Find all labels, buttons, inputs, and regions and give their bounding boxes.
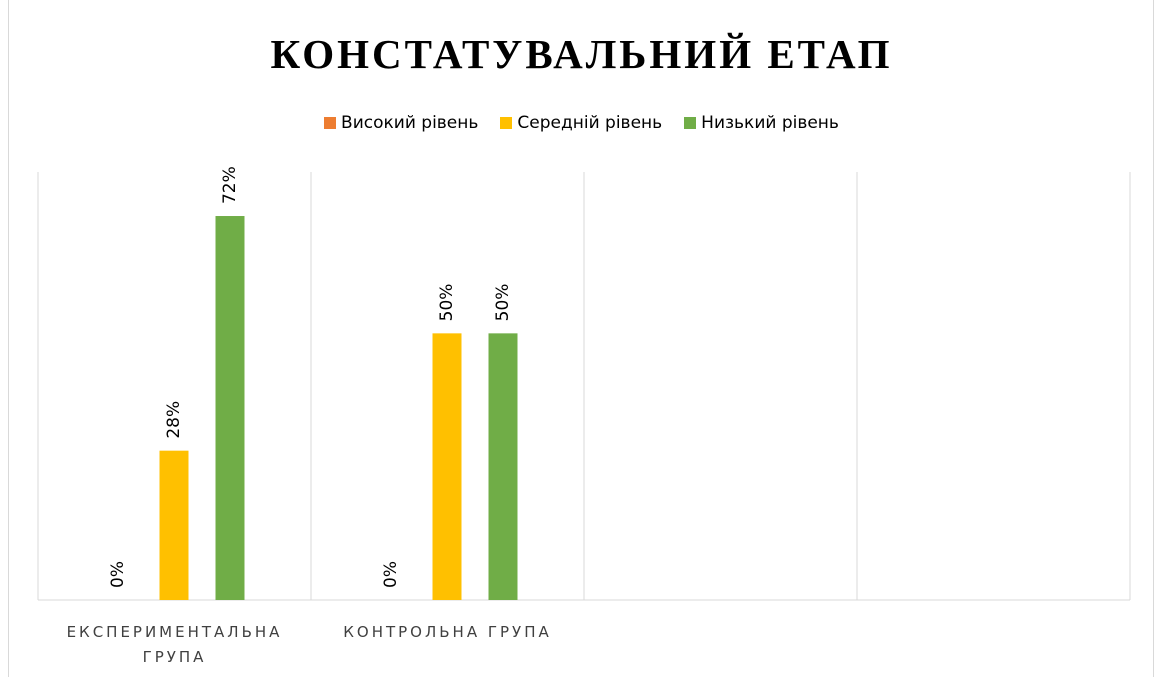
legend-swatch: [684, 117, 697, 129]
bar: [215, 216, 245, 601]
x-tick-label: ЕКСПЕРИМЕНТАЛЬНА ГРУПА: [66, 623, 283, 666]
legend-label: Високий рівень: [341, 113, 479, 133]
chart-title: КОНСТАТУВАЛЬНИЙ ЕТАП: [270, 31, 893, 77]
data-label: 50%: [437, 284, 457, 322]
data-label: 0%: [381, 561, 401, 588]
data-label: 28%: [164, 401, 184, 439]
data-label: 50%: [493, 284, 513, 322]
legend-item: Високий рівень: [324, 113, 478, 133]
legend-item: Низький рівень: [684, 113, 839, 133]
legend-label: Низький рівень: [701, 113, 839, 133]
legend: Високий рівень Середній рівень Низький рів…: [0, 113, 1163, 133]
legend-label: Середній рівень: [517, 113, 663, 133]
legend-item: Середній рівень: [500, 113, 662, 133]
data-label: 72%: [220, 166, 240, 204]
bar: [432, 333, 462, 600]
bar: [159, 450, 189, 600]
bar: [488, 333, 518, 600]
data-label: 0%: [108, 561, 128, 588]
legend-swatch: [500, 117, 513, 129]
x-tick-label: КОНТРОЛЬНА ГРУПА: [343, 623, 552, 641]
legend-swatch: [324, 117, 337, 129]
chart-frame: [8, 0, 1154, 677]
